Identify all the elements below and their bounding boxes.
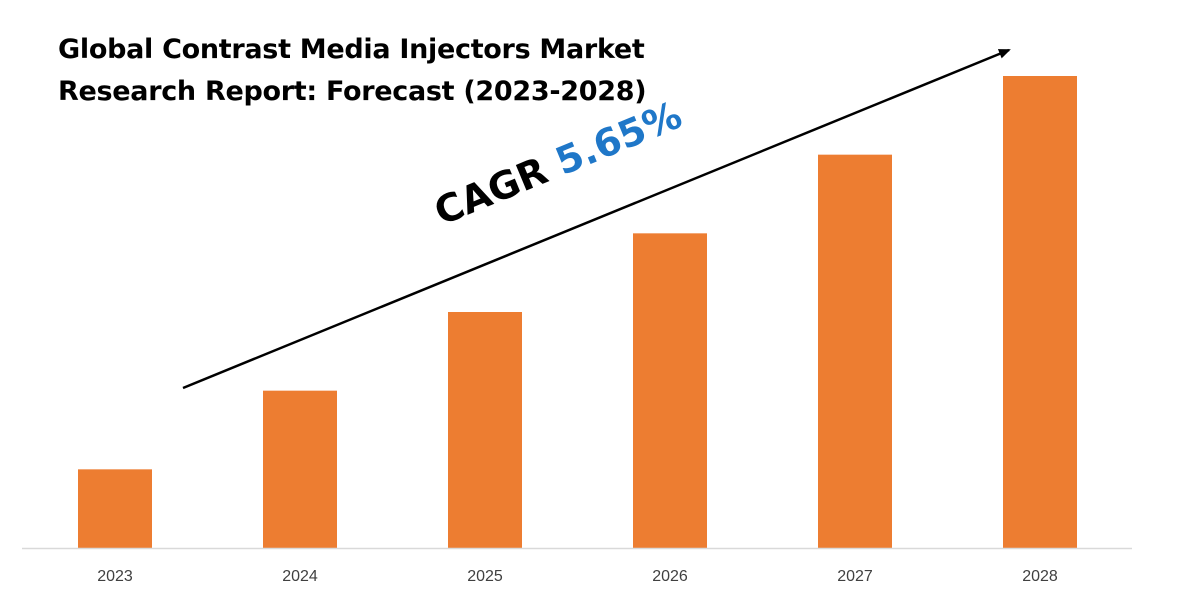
bar-2026 (633, 233, 707, 549)
tick-label-2025: 2025 (467, 568, 503, 585)
tick-label-2027: 2027 (837, 568, 873, 585)
tick-label-2028: 2028 (1022, 568, 1058, 585)
bar-2024 (263, 390, 337, 548)
x-tick-labels: 2023 2024 2025 2026 2027 2028 (97, 568, 1058, 585)
tick-label-2024: 2024 (282, 568, 318, 585)
chart-title-line-2: Research Report: Forecast (2023-2028) (58, 76, 647, 107)
bars (78, 76, 1077, 549)
bar-2025 (448, 312, 522, 548)
bar-2027 (818, 154, 892, 548)
trend-arrow (182, 48, 1011, 390)
tick-label-2023: 2023 (97, 568, 133, 585)
bar-2028 (1003, 76, 1077, 548)
tick-label-2026: 2026 (652, 568, 688, 585)
chart-title-line-1: Global Contrast Media Injectors Market (58, 34, 645, 65)
bar-2023 (78, 469, 152, 548)
